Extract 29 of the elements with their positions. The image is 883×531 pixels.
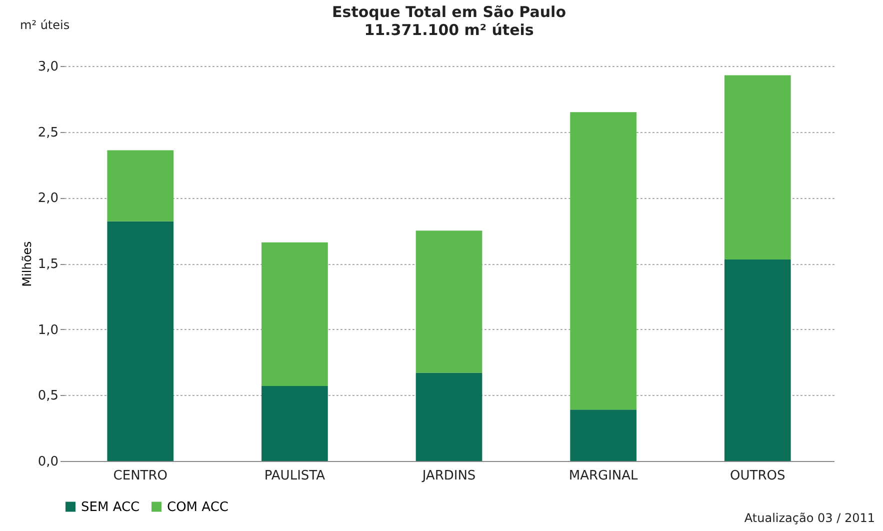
bar (262, 386, 328, 461)
bar (570, 410, 636, 461)
x-tick-label: PAULISTA (264, 468, 326, 484)
y-tick-label: 2,5 (38, 125, 58, 140)
legend-label: COM ACC (167, 500, 228, 515)
text: Atualização 03 / 2011 (744, 511, 875, 525)
text: m² úteis (20, 18, 70, 32)
y-tick-label: 1,5 (38, 257, 58, 272)
y-tick-label: 1,0 (38, 322, 58, 338)
bar (262, 242, 328, 386)
bar (107, 150, 174, 222)
chart-subtitle: 11.371.100 m² úteis (364, 21, 534, 39)
y-tick-label: 0,5 (38, 388, 58, 404)
x-tick-label: JARDINS (421, 468, 476, 484)
bar (724, 260, 791, 461)
legend-label: SEM ACC (81, 500, 140, 515)
bar (570, 112, 636, 410)
y-tick-label: 2,0 (38, 191, 58, 206)
y-tick-label: 3,0 (38, 60, 58, 74)
bar (107, 221, 174, 461)
y-tick-label: 0,0 (38, 454, 58, 470)
y-axis-title: Milhões (20, 241, 34, 287)
bar (416, 230, 482, 373)
bar (416, 372, 482, 461)
x-tick-label: CENTRO (113, 468, 168, 484)
x-tick-label: MARGINAL (568, 468, 639, 484)
x-tick-label: OUTROS (730, 468, 786, 484)
chart-title: Estoque Total em São Paulo (332, 3, 566, 21)
bar (724, 75, 791, 260)
